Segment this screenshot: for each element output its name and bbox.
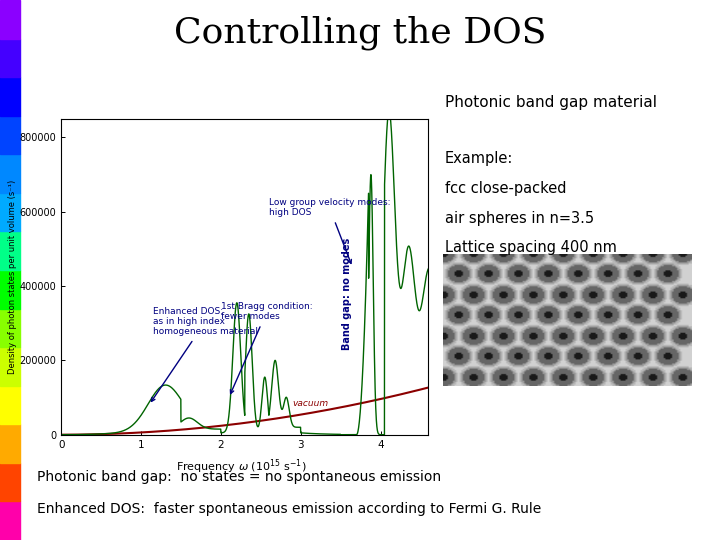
Bar: [0, 193, 20, 232]
Text: Enhanced DOS:  faster spontaneous emission according to Fermi G. Rule: Enhanced DOS: faster spontaneous emissio…: [37, 502, 541, 516]
Text: Photonic band gap:  no states = no spontaneous emission: Photonic band gap: no states = no sponta…: [37, 470, 441, 484]
Text: Frequency $\omega$ $(10^{15}\ \mathrm{s}^{-1})$: Frequency $\omega$ $(10^{15}\ \mathrm{s}…: [176, 458, 307, 476]
Bar: [0, 0, 20, 38]
Bar: [0, 154, 20, 193]
Text: Low group velocity modes:
high DOS: Low group velocity modes: high DOS: [269, 198, 390, 264]
Text: Controlling the DOS: Controlling the DOS: [174, 15, 546, 50]
Bar: [0, 308, 20, 347]
Bar: [0, 270, 20, 308]
Bar: [0, 232, 20, 270]
Bar: [0, 116, 20, 154]
Text: Photonic band gap material: Photonic band gap material: [445, 94, 657, 110]
Text: fcc close-packed: fcc close-packed: [445, 181, 567, 196]
Bar: [0, 424, 20, 463]
Text: Enhanced DOS:
as in high index
homogeneous material: Enhanced DOS: as in high index homogeneo…: [151, 307, 258, 401]
Bar: [0, 347, 20, 386]
Text: Band gap: no modes: Band gap: no modes: [342, 238, 352, 349]
Text: Lattice spacing 400 nm: Lattice spacing 400 nm: [445, 240, 617, 255]
Bar: [0, 502, 20, 540]
Text: vacuum: vacuum: [293, 399, 329, 408]
Text: air spheres in n=3.5: air spheres in n=3.5: [445, 211, 594, 226]
Text: Example:: Example:: [445, 151, 513, 166]
Y-axis label: Density of photon states per unit volume (s⁻¹): Density of photon states per unit volume…: [8, 180, 17, 374]
Bar: [0, 463, 20, 502]
Text: 1st Bragg condition:
fewer modes: 1st Bragg condition: fewer modes: [221, 302, 312, 394]
Bar: [0, 38, 20, 77]
Bar: [0, 77, 20, 116]
Bar: [0, 386, 20, 424]
